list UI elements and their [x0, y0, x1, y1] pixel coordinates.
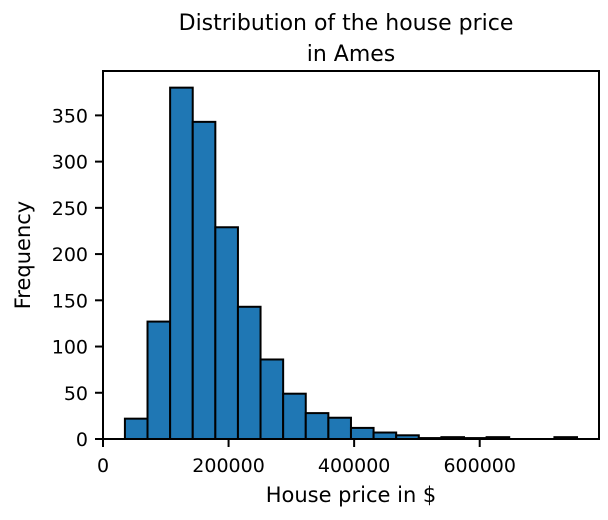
- y-tick-label: 150: [52, 290, 88, 312]
- x-axis-label: House price in $: [266, 483, 437, 507]
- x-tick-label: 400000: [318, 455, 391, 477]
- histogram-bar: [327, 416, 352, 441]
- plot-frame: [102, 70, 600, 440]
- histogram-bar: [191, 120, 217, 440]
- y-tick-label: 300: [52, 152, 88, 174]
- x-tick-label: 0: [97, 455, 109, 477]
- histogram-bar: [169, 86, 194, 440]
- chart-title-line-1: Distribution of the house price: [179, 11, 514, 36]
- y-axis-ticks: 0 50 100 150 200 250 300 350: [52, 105, 103, 451]
- histogram-bar: [214, 226, 239, 440]
- y-tick-label: 50: [64, 383, 88, 405]
- histogram-bar: [146, 320, 172, 441]
- histogram-bar: [349, 426, 375, 440]
- histogram-bars: [123, 86, 579, 441]
- histogram-bar: [123, 417, 149, 441]
- x-axis-ticks: 0 200000 400000 600000: [97, 439, 516, 477]
- histogram-bar: [259, 358, 285, 441]
- histogram-bar: [236, 305, 262, 440]
- histogram-bar: [304, 412, 330, 441]
- y-tick-label: 250: [52, 198, 88, 220]
- histogram-bar: [282, 392, 307, 441]
- y-tick-label: 100: [52, 337, 88, 359]
- y-axis-label: Frequency: [11, 201, 35, 310]
- y-tick-label: 0: [76, 429, 88, 451]
- y-tick-label: 200: [52, 244, 88, 266]
- y-tick-label: 350: [52, 105, 88, 127]
- chart-title-line-2: in Ames: [307, 42, 396, 67]
- x-tick-label: 200000: [192, 455, 265, 477]
- x-tick-label: 600000: [443, 455, 516, 477]
